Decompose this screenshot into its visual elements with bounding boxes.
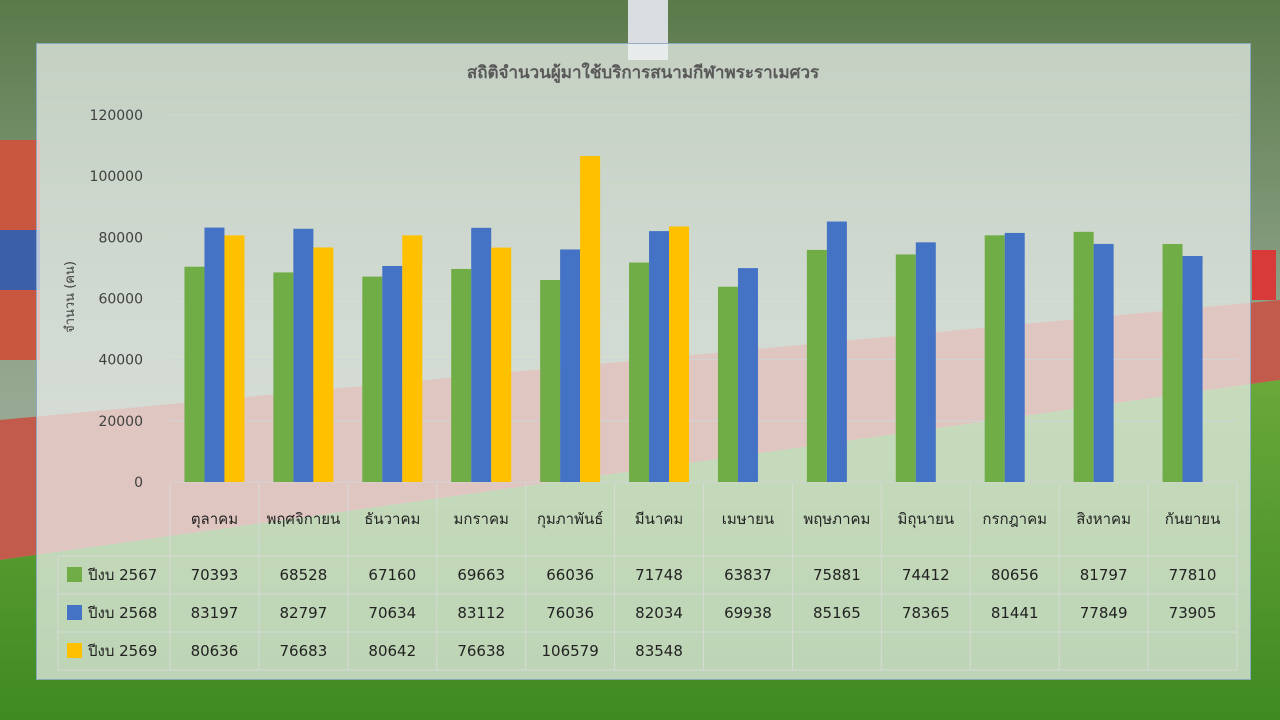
data-label: 76638 — [457, 642, 505, 660]
data-label: 83548 — [635, 642, 683, 660]
data-label: 75881 — [813, 566, 861, 584]
category-label: มิถุนายน — [897, 510, 954, 529]
data-label: 77849 — [1080, 604, 1128, 622]
data-label: 76683 — [280, 642, 328, 660]
bar — [649, 231, 670, 482]
data-table: ตุลาคม พฤศจิกายน ธันวาคม มกราคม กุมภาพันธ์ มี… — [57, 484, 1238, 671]
y-axis-label: จำนวน (คน) — [63, 261, 78, 333]
category-label: มีนาคม — [635, 510, 684, 528]
data-label: 85165 — [813, 604, 861, 622]
category-label: ธันวาคม — [364, 510, 420, 528]
data-label: 68528 — [280, 566, 328, 584]
bar — [293, 228, 314, 482]
bar — [1073, 231, 1094, 482]
legend-swatch — [67, 567, 82, 582]
y-tick-label: 80000 — [98, 230, 143, 246]
bar — [984, 235, 1005, 482]
bar — [826, 221, 847, 482]
bar — [560, 249, 581, 482]
bar — [580, 156, 601, 482]
data-label: 76036 — [546, 604, 594, 622]
bar — [1182, 255, 1203, 482]
category-label: ตุลาคม — [191, 510, 238, 529]
legend-swatch — [67, 605, 82, 620]
y-tick-label: 40000 — [98, 353, 143, 369]
data-label: 77810 — [1169, 566, 1217, 584]
bar — [717, 286, 738, 482]
category-label: มกราคม — [454, 510, 509, 528]
bar — [184, 266, 205, 482]
bar — [540, 280, 561, 482]
data-label: 80642 — [368, 642, 416, 660]
legend-swatch — [67, 643, 82, 658]
bar — [1004, 232, 1025, 482]
data-label: 106579 — [541, 642, 598, 660]
y-tick-label: 100000 — [90, 169, 143, 185]
category-label: กันยายน — [1165, 510, 1221, 528]
data-label: 71748 — [635, 566, 683, 584]
data-label: 70634 — [368, 604, 416, 622]
bar — [669, 226, 690, 482]
bar — [402, 235, 423, 482]
bar — [737, 268, 758, 482]
data-label: 81441 — [991, 604, 1039, 622]
data-label: 70393 — [191, 566, 239, 584]
chart-title: สถิติจำนวนผู้มาใช้บริการสนามกีฬาพระราเมศ… — [467, 62, 820, 84]
data-label: 67160 — [368, 566, 416, 584]
bars — [184, 156, 1203, 482]
data-label: 82797 — [280, 604, 328, 622]
bar — [204, 227, 225, 482]
data-label: 74412 — [902, 566, 950, 584]
category-label: กุมภาพันธ์ — [537, 510, 604, 529]
bar — [471, 227, 492, 482]
bar — [629, 262, 650, 482]
data-label: 63837 — [724, 566, 772, 584]
bar — [273, 272, 294, 482]
gridlines — [170, 114, 1237, 483]
data-label: 83112 — [457, 604, 505, 622]
data-label: 78365 — [902, 604, 950, 622]
bar — [382, 265, 403, 482]
bar — [915, 242, 936, 482]
data-label: 66036 — [546, 566, 594, 584]
bar — [1162, 244, 1183, 482]
bar — [451, 268, 472, 482]
category-label: สิงหาคม — [1076, 510, 1131, 528]
data-label: 69938 — [724, 604, 772, 622]
data-label: 80636 — [191, 642, 239, 660]
legend-label: ปีงบ 2567 — [87, 566, 157, 584]
bar — [895, 254, 916, 482]
bar — [224, 235, 245, 482]
category-label: พฤศจิกายน — [266, 510, 340, 528]
y-tick-label: 20000 — [98, 414, 143, 430]
category-label: เมษายน — [722, 510, 774, 528]
bar — [806, 249, 827, 482]
data-label: 69663 — [457, 566, 505, 584]
data-label: 73905 — [1169, 604, 1217, 622]
data-label: 80656 — [991, 566, 1039, 584]
data-label: 81797 — [1080, 566, 1128, 584]
category-label: พฤษภาคม — [803, 510, 870, 528]
bar — [1093, 243, 1114, 482]
bar — [362, 276, 383, 482]
y-tick-label: 0 — [134, 475, 143, 491]
y-tick-label: 120000 — [90, 108, 143, 124]
legend-label: ปีงบ 2569 — [87, 642, 157, 660]
bar — [313, 247, 334, 482]
y-tick-labels: 120000 100000 80000 60000 40000 20000 0 — [90, 108, 143, 491]
y-tick-label: 60000 — [98, 292, 143, 308]
bar — [491, 247, 512, 482]
data-label: 82034 — [635, 604, 683, 622]
legend-label: ปีงบ 2568 — [87, 604, 157, 622]
data-label: 83197 — [191, 604, 239, 622]
category-label: กรกฎาคม — [982, 510, 1047, 528]
